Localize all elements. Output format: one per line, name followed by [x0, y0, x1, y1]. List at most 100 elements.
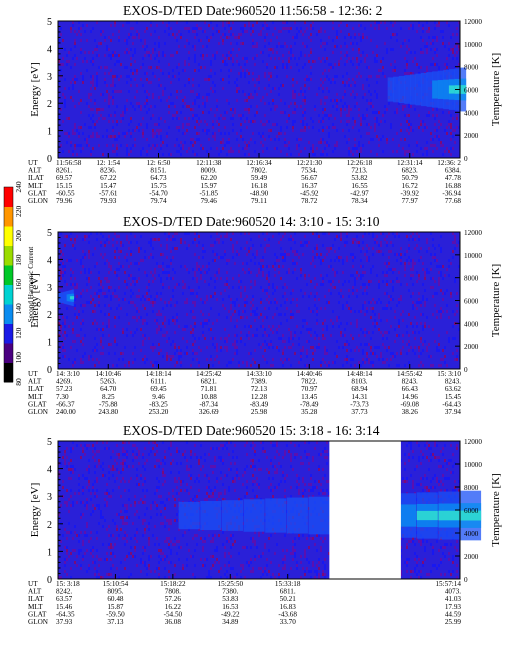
heatmap-cell [352, 286, 354, 289]
heatmap-cell [320, 262, 322, 265]
heatmap-cell [104, 313, 106, 316]
heatmap-cell [154, 75, 156, 78]
heatmap-cell [168, 271, 170, 274]
heatmap-cell [106, 447, 108, 450]
heatmap-cell [202, 331, 204, 334]
heatmap-cell [68, 259, 70, 262]
heatmap-cell [454, 66, 456, 69]
heatmap-cell [420, 247, 422, 250]
heatmap-cell [406, 325, 408, 328]
heatmap-cell [416, 244, 418, 247]
heatmap-cell [132, 129, 134, 132]
heatmap-cell [158, 150, 160, 153]
heatmap-cell [452, 129, 454, 132]
heatmap-cell [176, 138, 178, 141]
heatmap-cell [156, 364, 158, 367]
heatmap-cell [86, 277, 88, 280]
heatmap-cell [144, 295, 146, 298]
heatmap-cell [440, 30, 442, 33]
heatmap-cell [212, 492, 214, 495]
heatmap-cell [192, 343, 194, 346]
heatmap-cell [114, 84, 116, 87]
heatmap-cell [272, 358, 274, 361]
table-value: 7389. [251, 378, 267, 386]
heatmap-cell [162, 441, 164, 444]
heatmap-cell [136, 328, 138, 331]
table-value: -78.49 [300, 400, 319, 408]
heatmap-cell [366, 108, 368, 111]
heatmap-cell [112, 99, 114, 102]
panel-title: EXOS-D/TED Date:960520 11:56:58 - 12:36:… [123, 3, 382, 18]
heatmap-cell [68, 132, 70, 135]
heatmap-cell [352, 90, 354, 93]
heatmap-cell [272, 364, 274, 367]
heatmap-cell [344, 328, 346, 331]
heatmap-cell [212, 534, 214, 537]
heatmap-cell [120, 250, 122, 253]
heatmap-cell [376, 355, 378, 358]
heatmap-cell [136, 468, 138, 471]
heatmap-cell [280, 111, 282, 114]
heatmap-cell [420, 66, 422, 69]
heatmap-cell [144, 307, 146, 310]
heatmap-cell [74, 307, 76, 310]
heatmap-cell [426, 316, 428, 319]
heatmap-cell [66, 549, 68, 552]
heatmap-cell [274, 298, 276, 301]
heatmap-cell [106, 129, 108, 132]
heatmap-cell [126, 540, 128, 543]
heatmap-cell [208, 75, 210, 78]
heatmap-cell [180, 364, 182, 367]
heatmap-cell [262, 552, 264, 555]
heatmap-cell [72, 501, 74, 504]
heatmap-cell [238, 304, 240, 307]
heatmap-cell [298, 153, 300, 156]
heatmap-cell [364, 27, 366, 30]
heatmap-cell [376, 111, 378, 114]
heatmap-cell [386, 244, 388, 247]
heatmap-cell [388, 268, 390, 271]
heatmap-cell [166, 355, 168, 358]
heatmap-cell [268, 486, 270, 489]
heatmap-cell [250, 247, 252, 250]
heatmap-cell [402, 340, 404, 343]
heatmap-cell [162, 552, 164, 555]
heatmap-cell [254, 63, 256, 66]
heatmap-cell [258, 531, 260, 534]
heatmap-cell [428, 271, 430, 274]
heatmap-cell [178, 30, 180, 33]
heatmap-cell [72, 271, 74, 274]
heatmap-cell [88, 280, 90, 283]
heatmap-cell [318, 129, 320, 132]
heatmap-cell [224, 489, 226, 492]
table-value: -83.25 [149, 400, 168, 408]
heatmap-cell [118, 235, 120, 238]
heatmap-cell [372, 105, 374, 108]
heatmap-cell [270, 343, 272, 346]
heatmap-cell [270, 561, 272, 564]
heatmap-cell [180, 546, 182, 549]
heatmap-cell [346, 232, 348, 235]
heatmap-cell [116, 247, 118, 250]
heatmap-cell [222, 241, 224, 244]
heatmap-cell [186, 340, 188, 343]
heatmap-cell [228, 486, 230, 489]
heatmap-cell [120, 480, 122, 483]
heatmap-cell [368, 247, 370, 250]
heatmap-cell [180, 489, 182, 492]
heatmap-cell [96, 531, 98, 534]
heatmap-cell [116, 364, 118, 367]
table-value: 79.93 [100, 197, 117, 205]
heatmap-cell [110, 343, 112, 346]
heatmap-cell [344, 63, 346, 66]
heatmap-cell [160, 147, 162, 150]
heatmap-cell [222, 447, 224, 450]
heatmap-cell [102, 286, 104, 289]
heatmap-cell [250, 105, 252, 108]
heatmap-cell [454, 277, 456, 280]
heatmap-cell [70, 346, 72, 349]
heatmap-cell [224, 111, 226, 114]
heatmap-cell [176, 316, 178, 319]
heatmap-cell [346, 51, 348, 54]
heatmap-cell [352, 48, 354, 51]
